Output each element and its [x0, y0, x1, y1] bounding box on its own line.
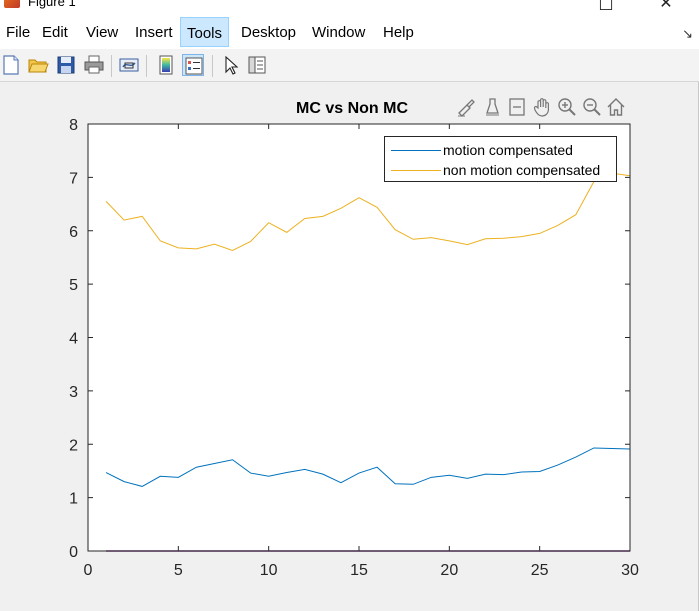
- link-plot-icon[interactable]: [118, 54, 140, 76]
- matlab-app-icon: [4, 0, 20, 8]
- figure-toolbar: [0, 49, 699, 82]
- insert-colorbar-icon[interactable]: [155, 54, 177, 76]
- x-tick-label: 25: [531, 562, 549, 579]
- brush-data-icon[interactable]: [455, 96, 477, 118]
- data-tips-icon[interactable]: [481, 96, 503, 118]
- zoom-in-icon[interactable]: [556, 96, 578, 118]
- x-tick-label: 5: [174, 562, 183, 579]
- title-bar: Figure 1 □ ✕: [0, 0, 699, 16]
- menu-file[interactable]: File: [6, 24, 31, 41]
- home-icon[interactable]: [605, 96, 627, 118]
- y-tick-label: 5: [69, 277, 78, 294]
- restore-view-icon[interactable]: [506, 96, 528, 118]
- legend-swatch: [391, 150, 441, 151]
- x-tick-label: 15: [350, 562, 368, 579]
- x-tick-label: 20: [440, 562, 458, 579]
- y-tick-label: 4: [69, 331, 78, 348]
- print-icon[interactable]: [83, 54, 105, 76]
- maximize-icon[interactable]: □: [598, 0, 614, 12]
- y-tick-label: 2: [69, 437, 78, 454]
- series-line-2[interactable]: [105, 172, 631, 252]
- menu-insert[interactable]: Insert: [135, 24, 173, 41]
- menu-desktop[interactable]: Desktop: [241, 24, 297, 41]
- chart-legend[interactable]: motion compensated non motion compensate…: [384, 136, 617, 182]
- chart-title: MC vs Non MC: [296, 100, 408, 117]
- toolbar-separator: [111, 55, 112, 77]
- x-tick-label: 30: [621, 562, 639, 579]
- x-tick-label: 0: [84, 562, 93, 579]
- toolbar-separator: [146, 55, 147, 77]
- x-tick-label: 10: [260, 562, 278, 579]
- axes-background[interactable]: [88, 124, 630, 551]
- edit-plot-icon[interactable]: [220, 54, 242, 76]
- toolbar-separator: [212, 55, 213, 77]
- dock-arrow-icon[interactable]: ↘: [682, 26, 693, 41]
- y-tick-label: 3: [69, 384, 78, 401]
- legend-label: non motion compensated: [443, 162, 601, 178]
- menu-help[interactable]: Help: [383, 24, 414, 41]
- new-figure-icon[interactable]: [0, 54, 22, 76]
- close-icon[interactable]: ✕: [659, 0, 673, 12]
- menu-tools[interactable]: Tools: [180, 17, 230, 47]
- menu-view[interactable]: View: [86, 24, 119, 41]
- property-inspector-icon[interactable]: [246, 54, 268, 76]
- legend-swatch: [391, 170, 441, 171]
- zoom-out-icon[interactable]: [581, 96, 603, 118]
- y-tick-label: 6: [69, 224, 78, 241]
- y-tick-label: 7: [69, 170, 78, 187]
- y-tick-label: 0: [69, 544, 78, 561]
- insert-legend-icon[interactable]: [182, 54, 204, 76]
- open-file-icon[interactable]: [27, 54, 49, 76]
- legend-entry: motion compensated: [385, 141, 616, 161]
- legend-entry: non motion compensated: [385, 161, 616, 181]
- y-tick-label: 1: [69, 491, 78, 508]
- menu-bar: File Edit View Insert Tools Desktop Wind…: [0, 16, 699, 49]
- y-tick-label: 8: [69, 117, 78, 134]
- menu-window[interactable]: Window: [312, 24, 366, 41]
- pan-icon[interactable]: [531, 96, 553, 118]
- window-title: Figure 1: [28, 0, 76, 9]
- save-icon[interactable]: [55, 54, 77, 76]
- axes-box: [87, 123, 631, 552]
- series-line-1[interactable]: [105, 447, 631, 487]
- legend-label: motion compensated: [443, 142, 573, 158]
- menu-edit[interactable]: Edit: [42, 24, 68, 41]
